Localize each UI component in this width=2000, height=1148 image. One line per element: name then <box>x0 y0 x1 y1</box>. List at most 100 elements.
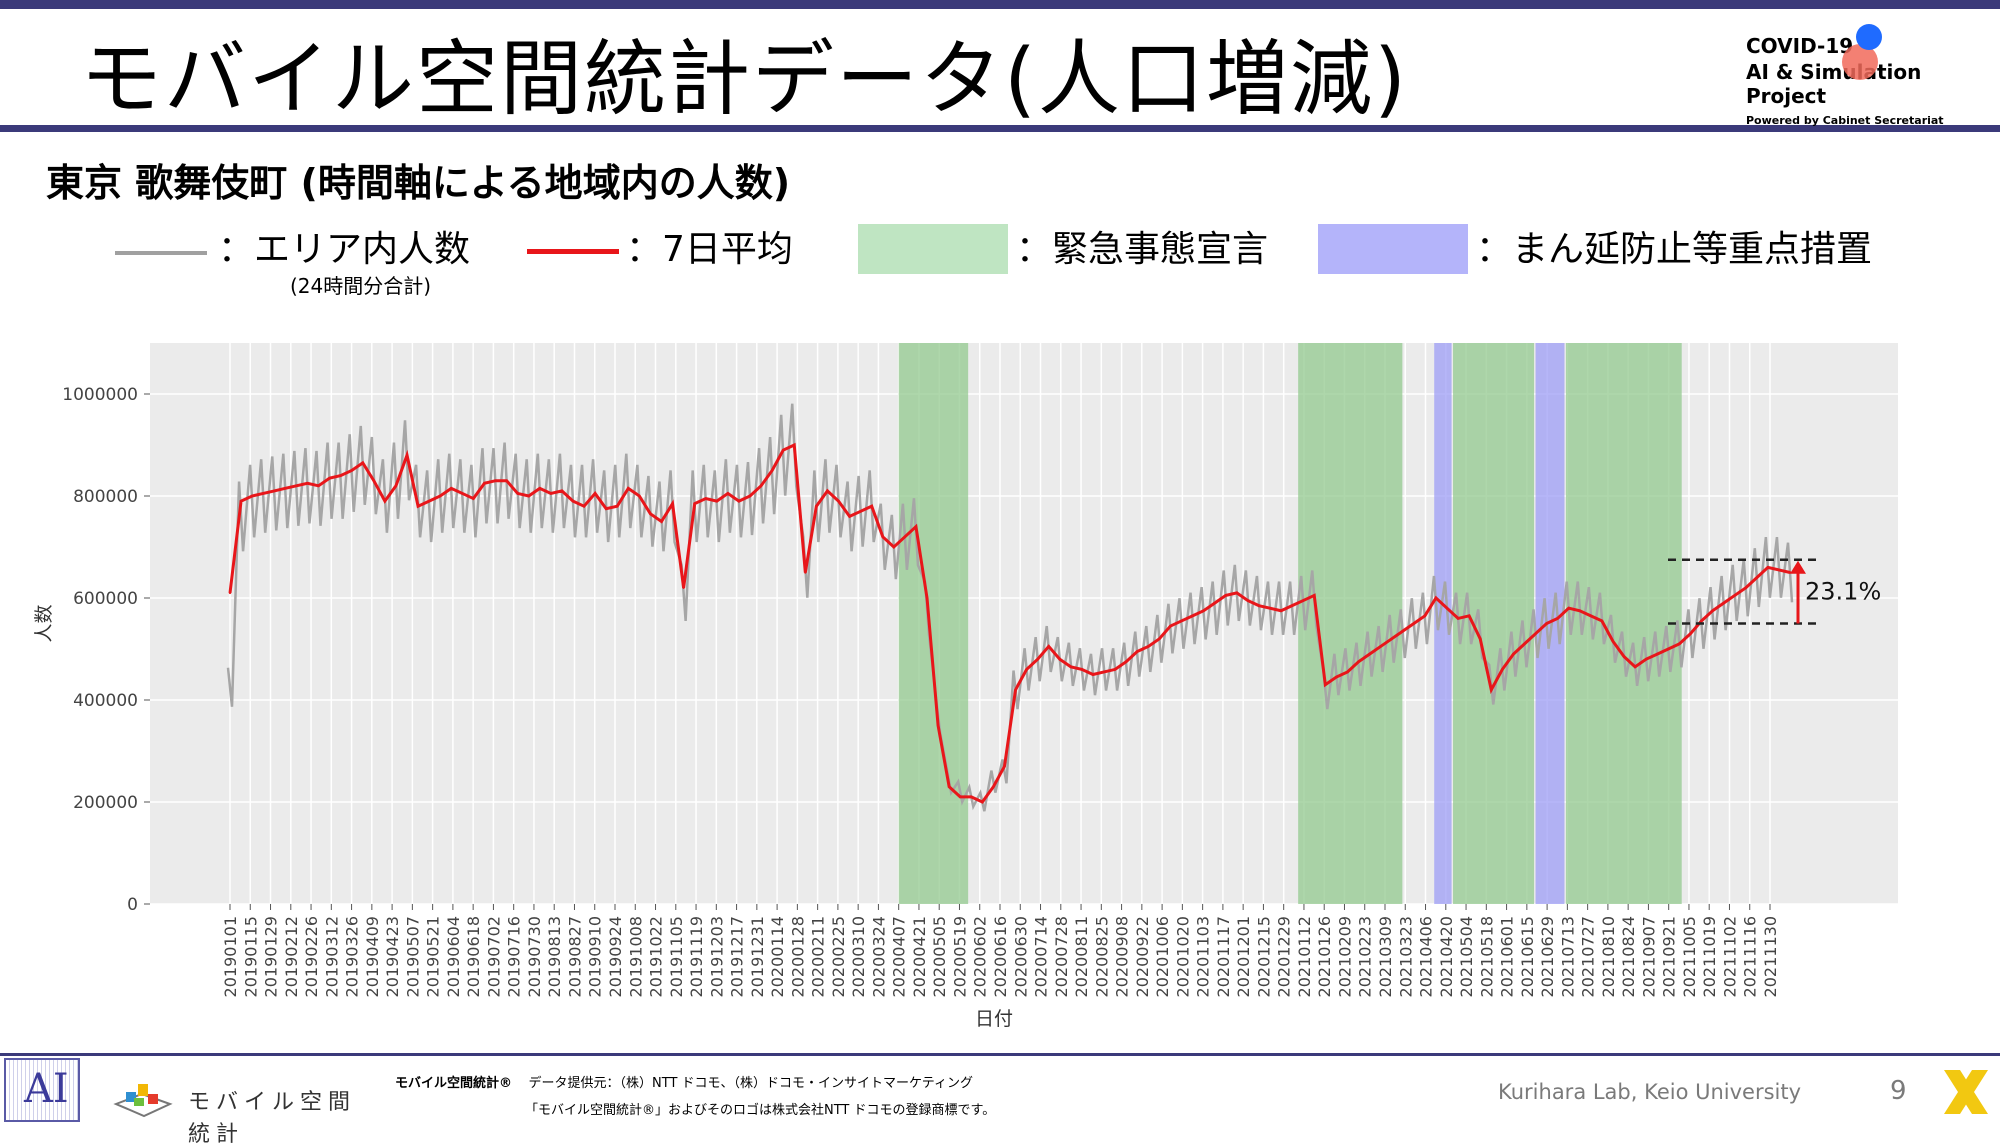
x-tick-label: 20201215 <box>1254 916 1273 997</box>
avg7-point <box>1600 619 1604 623</box>
avg7-point <box>1313 594 1316 597</box>
avg7-point <box>339 474 342 477</box>
avg7-point <box>1379 645 1382 648</box>
x-tick-label: 20201201 <box>1234 916 1253 997</box>
x-tick-label: 20210810 <box>1599 916 1618 997</box>
avg7-point <box>1202 609 1205 612</box>
x-tick-label: 20191217 <box>728 916 747 997</box>
avg7-point <box>1722 601 1725 605</box>
footer-credit: モバイル空間統計® データ提供元：（株）NTT ドコモ、（株）ドコモ・インサイト… <box>395 1072 973 1091</box>
avg7-point <box>1456 617 1460 620</box>
avg7-point <box>1777 568 1781 572</box>
avg7-point <box>881 535 884 538</box>
avg7-point <box>505 479 508 482</box>
avg7-point <box>936 724 940 727</box>
avg7-point <box>649 512 652 516</box>
avg7-point <box>1036 658 1039 661</box>
avg7-point <box>737 499 741 503</box>
avg7-point <box>1523 642 1526 646</box>
x-tick-label: 20210112 <box>1295 916 1314 997</box>
x-tick-label: 20211130 <box>1761 916 1780 997</box>
avg7-point <box>1158 637 1161 640</box>
avg7-point <box>538 487 541 490</box>
x-tick-label: 20190730 <box>525 916 544 997</box>
x-tick-label: 20190521 <box>424 916 443 997</box>
avg7-point <box>1589 614 1593 618</box>
avg7-point <box>1014 688 1017 691</box>
avg7-point <box>1246 599 1250 602</box>
avg7-point <box>604 507 608 510</box>
legend-raw-swatch <box>115 251 207 255</box>
footer-divider <box>0 1053 2000 1056</box>
x-tick-label: 20191022 <box>647 916 666 997</box>
avg7-point <box>416 505 420 508</box>
avg7-point <box>892 545 896 549</box>
series-avg7-line <box>228 442 1791 804</box>
avg7-point <box>1213 601 1216 605</box>
x-tick-label: 20201117 <box>1214 916 1233 997</box>
x-tick-label: 20210601 <box>1498 916 1517 997</box>
y-tick-label: 800000 <box>73 487 138 507</box>
avg7-point <box>273 489 276 493</box>
x-tick-label: 20210921 <box>1660 916 1679 997</box>
avg7-point <box>494 479 497 482</box>
avg7-point <box>405 454 409 457</box>
avg7-point <box>1147 645 1150 648</box>
x-tick-label: 20201006 <box>1153 916 1172 997</box>
avg7-point <box>870 505 873 508</box>
logo-red-dot <box>1842 44 1878 80</box>
legend-raw-note: (24時間分合計) <box>290 274 432 298</box>
avg7-point <box>317 484 320 487</box>
avg7-point <box>1633 665 1637 669</box>
avg7-point <box>582 505 586 508</box>
avg7-point <box>781 448 785 452</box>
avg7-point <box>1490 688 1493 691</box>
avg7-point <box>903 535 907 538</box>
project-line3: Powered by Cabinet Secretariat <box>1746 114 1944 127</box>
avg7-point <box>1257 604 1261 607</box>
avg7-point <box>715 499 719 503</box>
avg7-point <box>1512 652 1515 656</box>
avg7-point <box>284 487 287 490</box>
avg7-point <box>527 494 530 498</box>
avg7-point <box>1678 642 1681 646</box>
avg7-point <box>1268 607 1272 610</box>
avg7-point <box>295 484 298 487</box>
lab-name: Kurihara Lab, Keio University <box>1498 1080 1802 1104</box>
avg7-point <box>1124 660 1128 663</box>
avg7-point <box>859 510 862 513</box>
chart-subtitle: 東京 歌舞伎町 (時間軸による地域内の人数) <box>46 161 791 205</box>
cubes-icon <box>113 1084 173 1118</box>
avg7-point <box>483 482 486 485</box>
avg7-point <box>1733 594 1736 597</box>
avg7-point <box>826 489 829 493</box>
avg7-point <box>593 492 597 495</box>
avg7-point <box>1744 586 1747 589</box>
x-tick-label: 20211005 <box>1680 916 1699 997</box>
avg7-point <box>1191 614 1194 618</box>
avg7-point <box>1301 599 1305 602</box>
avg7-point <box>228 591 232 595</box>
avg7-point <box>1689 632 1692 635</box>
x-tick-label: 20200922 <box>1133 916 1152 997</box>
x-tick-label: 20210223 <box>1356 916 1375 997</box>
x-tick-label: 20200211 <box>809 916 828 997</box>
avg7-point <box>638 494 641 498</box>
avg7-point <box>1766 566 1770 569</box>
avg7-point <box>350 469 353 472</box>
x-tick-label: 20201020 <box>1173 916 1192 997</box>
avg7-point <box>837 499 840 503</box>
x-tick-label: 20190910 <box>586 916 605 997</box>
avg7-point <box>1445 607 1449 610</box>
avg7-point <box>704 497 707 500</box>
x-tick-label: 20200128 <box>788 916 807 997</box>
legend-emergency-swatch <box>858 224 1008 274</box>
x-tick-label: 20200825 <box>1092 916 1111 997</box>
avg7-point <box>1611 640 1615 643</box>
x-tick-label: 20190618 <box>464 916 483 997</box>
avg7-point <box>427 499 431 503</box>
x-tick-label: 20210323 <box>1396 916 1415 997</box>
x-tick-label: 20200728 <box>1052 916 1071 997</box>
avg7-point <box>1467 614 1471 618</box>
legend-raw-label: ：エリア内人数 <box>218 229 471 270</box>
